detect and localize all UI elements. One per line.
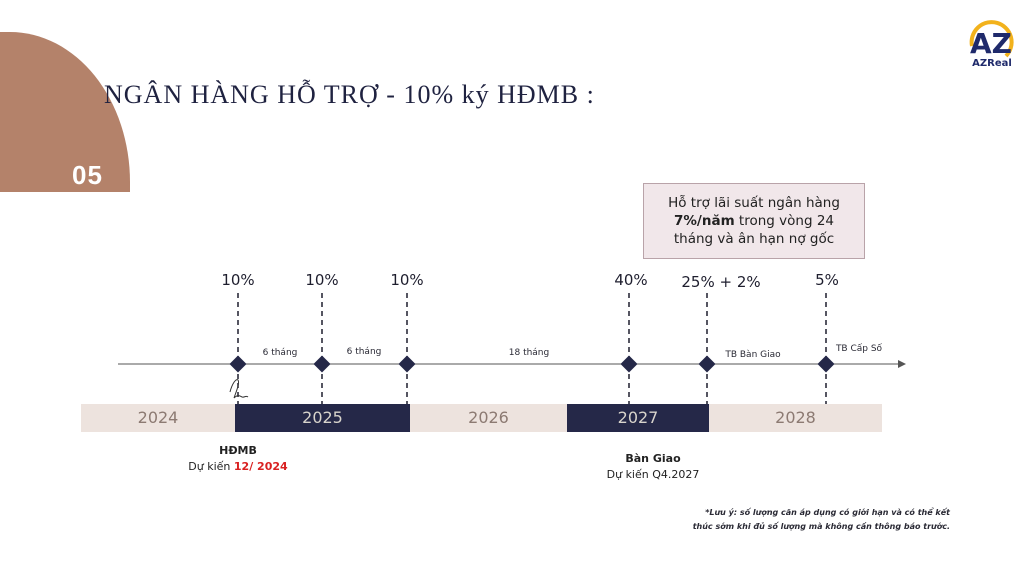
slide-number: 05 [72,160,103,190]
milestone-diamond [817,355,835,373]
segment-duration-label: 18 tháng [509,348,549,358]
slide-title: NGÂN HÀNG HỖ TRỢ - 10% ký HĐMB : [104,80,595,109]
event-hdmb-prefix: Dự kiến [188,460,234,473]
callout-rate: 7%/năm [674,213,735,229]
year-bar-2024: 2024 [81,404,235,432]
event-hdmb-date-value: 12/ 2024 [233,460,288,473]
milestone-diamond [229,355,247,373]
segment-duration-label: TB Bàn Giao [724,350,781,360]
timeline-arrow-icon [898,360,906,368]
callout-line-3: tháng và ân hạn nợ gốc [673,231,835,247]
year-bar-2025: 2025 [235,404,410,432]
payment-percent-label: 25% + 2% [681,273,760,291]
callout-line-2: 7%/năm trong vòng 24 [644,212,864,230]
logo-letters: AZ [970,27,1012,60]
signature-icon [229,379,249,399]
payment-percent-label: 5% [815,271,839,289]
footnote-line-1: *Lưu ý: số lượng căn áp dụng có giới hạn… [705,508,950,517]
milestone-diamond [313,355,331,373]
payment-percent-label: 10% [390,271,423,289]
event-handover: Bàn Giao Dự kiến Q4.2027 [588,451,718,483]
year-bar-2028: 2028 [709,404,882,432]
brand-name: AZReal [972,58,1012,69]
azreal-logo-icon: AZ [969,20,1014,60]
year-bar-2027: 2027 [567,404,709,432]
footnote-line-2: thúc sớm khi đủ số lượng mà không cần th… [692,522,950,531]
segment-duration-label: 6 tháng [263,348,298,358]
year-bar-2026: 2026 [410,404,567,432]
segment-duration-label: 6 tháng [347,347,382,357]
payment-percent-label: 10% [305,271,338,289]
event-hdmb-date: Dự kiến 12/ 2024 [178,459,298,475]
event-handover-date: Dự kiến Q4.2027 [606,468,700,481]
event-hdmb: HĐMB Dự kiến 12/ 2024 [178,443,298,475]
milestone-diamond [398,355,416,373]
event-hdmb-title: HĐMB [219,444,257,457]
payment-percent-label: 40% [614,271,647,289]
callout-line-1: Hỗ trợ lãi suất ngân hàng [668,195,840,211]
event-handover-title: Bàn Giao [625,452,681,465]
segment-duration-label: TB Cấp Số [835,343,883,354]
milestone-diamond [698,355,716,373]
milestone-diamond [620,355,638,373]
callout-line-2-rest: trong vòng 24 [734,213,834,229]
payment-percent-label: 10% [221,271,254,289]
footnote: *Lưu ý: số lượng căn áp dụng có giới hạn… [640,506,950,534]
interest-support-callout: Hỗ trợ lãi suất ngân hàng 7%/năm trong v… [643,183,865,259]
